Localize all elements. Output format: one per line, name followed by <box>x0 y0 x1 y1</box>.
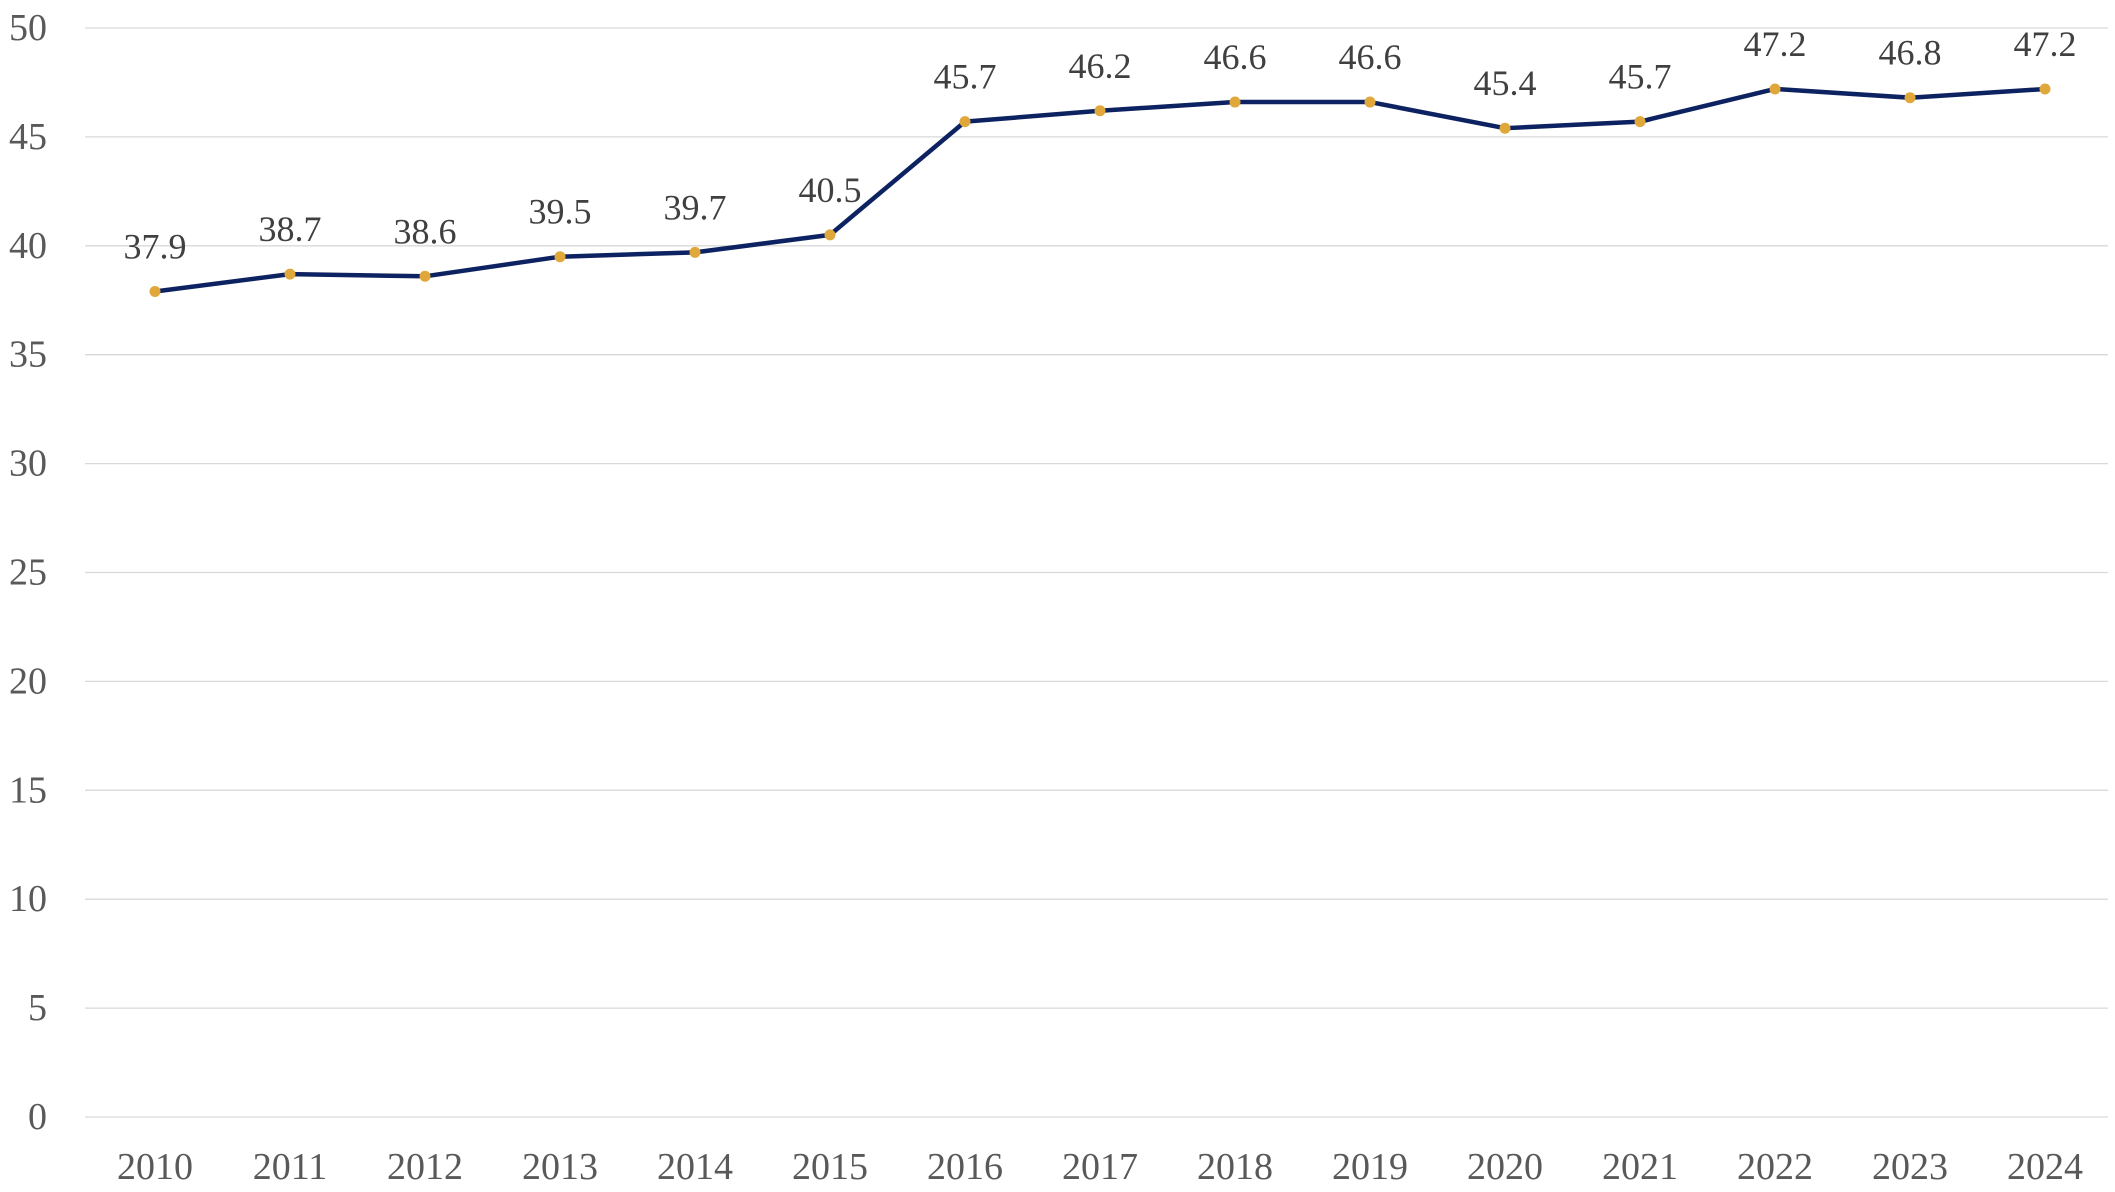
y-tick-label: 35 <box>9 334 47 376</box>
data-label: 37.9 <box>124 227 187 267</box>
data-point <box>284 268 296 280</box>
x-tick-label: 2022 <box>1737 1146 1813 1188</box>
y-tick-label: 15 <box>9 769 47 811</box>
series-layer <box>149 83 2051 298</box>
data-point <box>554 251 566 263</box>
data-label: 38.7 <box>259 209 322 249</box>
data-label: 47.2 <box>2014 24 2077 64</box>
x-tick-label: 2015 <box>792 1146 868 1188</box>
x-tick-label: 2024 <box>2007 1146 2083 1188</box>
data-label: 40.5 <box>799 170 862 210</box>
data-point <box>1769 83 1781 95</box>
x-tick-label: 2018 <box>1197 1146 1273 1188</box>
y-tick-label: 20 <box>9 660 47 702</box>
data-point <box>2039 83 2051 95</box>
data-label: 45.7 <box>1609 57 1672 97</box>
data-point <box>1499 122 1511 134</box>
x-tick-label: 2017 <box>1062 1146 1138 1188</box>
series-line <box>152 86 2048 294</box>
x-tick-label: 2011 <box>253 1146 328 1188</box>
data-point <box>824 229 836 241</box>
data-label: 39.7 <box>664 187 727 227</box>
y-axis-tick-labels: 0 5 10 15 20 25 30 35 40 45 50 <box>9 7 47 1138</box>
data-point <box>959 116 971 128</box>
y-tick-label: 40 <box>9 225 47 267</box>
x-tick-label: 2010 <box>117 1146 193 1188</box>
data-label: 47.2 <box>1744 24 1807 64</box>
data-label: 39.5 <box>529 192 592 232</box>
data-label: 46.6 <box>1339 37 1402 77</box>
x-tick-label: 2014 <box>657 1146 733 1188</box>
data-label: 45.4 <box>1474 63 1537 103</box>
y-tick-label: 25 <box>9 552 47 594</box>
data-point <box>1904 92 1916 104</box>
x-axis-tick-labels: 2010 2011 2012 2013 2014 2015 2016 2017 2018 2019… <box>117 1146 2083 1188</box>
data-point <box>149 286 161 298</box>
data-point <box>1634 116 1646 128</box>
y-tick-label: 30 <box>9 443 47 485</box>
x-tick-label: 2012 <box>387 1146 463 1188</box>
data-label: 38.6 <box>394 211 457 251</box>
data-point <box>689 246 701 258</box>
gridlines <box>85 27 2108 1118</box>
data-labels: 37.9 38.7 38.6 39.5 39.7 40.5 45.7 46.2 46.6 46.6… <box>124 24 2077 267</box>
x-tick-label: 2016 <box>927 1146 1003 1188</box>
y-tick-label: 45 <box>9 116 47 158</box>
data-point <box>1094 105 1106 117</box>
data-label: 46.2 <box>1069 46 1132 86</box>
data-point <box>1229 96 1241 108</box>
data-label: 45.7 <box>934 57 997 97</box>
x-tick-label: 2019 <box>1332 1146 1408 1188</box>
x-tick-label: 2023 <box>1872 1146 1948 1188</box>
y-tick-label: 10 <box>9 878 47 920</box>
x-tick-label: 2021 <box>1602 1146 1678 1188</box>
y-tick-label: 50 <box>9 7 47 49</box>
data-point <box>1364 96 1376 108</box>
data-label: 46.6 <box>1204 37 1267 77</box>
data-label: 46.8 <box>1879 33 1942 73</box>
y-tick-label: 5 <box>28 987 47 1029</box>
x-tick-label: 2013 <box>522 1146 598 1188</box>
data-point <box>419 270 431 282</box>
x-tick-label: 2020 <box>1467 1146 1543 1188</box>
y-tick-label: 0 <box>28 1096 47 1138</box>
